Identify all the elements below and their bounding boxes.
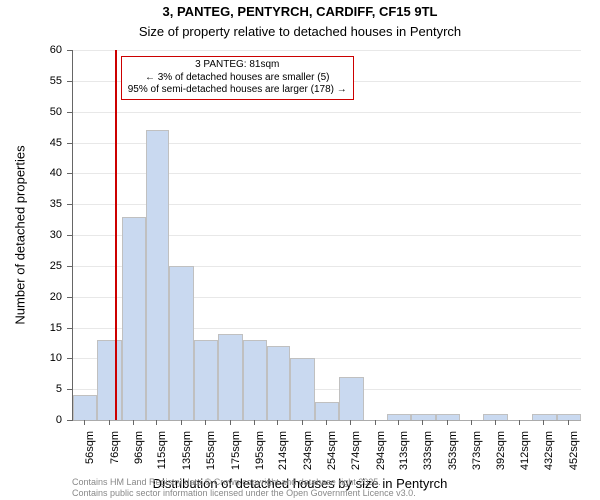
x-tick-mark xyxy=(109,420,110,425)
y-tick-label: 60 xyxy=(0,44,62,56)
y-tick-mark xyxy=(67,50,72,51)
y-tick-label: 0 xyxy=(0,414,62,426)
x-tick-label: 254sqm xyxy=(326,431,338,481)
y-tick-mark xyxy=(67,328,72,329)
x-tick-label: 195sqm xyxy=(254,431,266,481)
y-tick-mark xyxy=(67,81,72,82)
histogram-bar xyxy=(169,266,193,420)
x-tick-label: 76sqm xyxy=(109,431,121,481)
y-tick-mark xyxy=(67,143,72,144)
footer-line: Contains public sector information licen… xyxy=(72,488,416,498)
x-tick-mark xyxy=(84,420,85,425)
x-tick-mark xyxy=(471,420,472,425)
y-tick-label: 15 xyxy=(0,322,62,334)
x-tick-mark xyxy=(277,420,278,425)
x-tick-label: 452sqm xyxy=(568,431,580,481)
x-tick-label: 214sqm xyxy=(277,431,289,481)
x-tick-label: 412sqm xyxy=(519,431,531,481)
chart-title: 3, PANTEG, PENTYRCH, CARDIFF, CF15 9TL xyxy=(0,4,600,19)
x-tick-label: 56sqm xyxy=(84,431,96,481)
x-tick-label: 333sqm xyxy=(422,431,434,481)
y-tick-mark xyxy=(67,204,72,205)
y-tick-label: 40 xyxy=(0,167,62,179)
histogram-bar xyxy=(267,346,290,420)
annotation-box: 3 PANTEG: 81sqm ← 3% of detached houses … xyxy=(121,56,354,100)
annotation-line: 3 PANTEG: 81sqm xyxy=(128,59,347,72)
x-tick-mark xyxy=(133,420,134,425)
x-tick-mark xyxy=(398,420,399,425)
y-tick-label: 30 xyxy=(0,229,62,241)
x-tick-mark xyxy=(326,420,327,425)
x-tick-mark xyxy=(254,420,255,425)
x-tick-mark xyxy=(375,420,376,425)
x-tick-mark xyxy=(422,420,423,425)
y-tick-label: 10 xyxy=(0,352,62,364)
y-tick-label: 25 xyxy=(0,260,62,272)
x-tick-mark xyxy=(495,420,496,425)
y-tick-label: 45 xyxy=(0,137,62,149)
y-tick-label: 20 xyxy=(0,291,62,303)
reference-marker xyxy=(115,50,117,420)
gridline xyxy=(73,112,581,113)
x-tick-label: 115sqm xyxy=(156,431,168,481)
y-tick-mark xyxy=(67,235,72,236)
annotation-line: 95% of semi-detached houses are larger (… xyxy=(128,84,347,97)
y-tick-mark xyxy=(67,358,72,359)
x-tick-mark xyxy=(230,420,231,425)
x-tick-label: 135sqm xyxy=(181,431,193,481)
y-tick-label: 50 xyxy=(0,106,62,118)
histogram-bar xyxy=(97,340,121,420)
plot-area xyxy=(72,50,581,421)
y-tick-label: 55 xyxy=(0,75,62,87)
x-tick-mark xyxy=(181,420,182,425)
histogram-bar xyxy=(315,402,339,421)
y-tick-mark xyxy=(67,173,72,174)
histogram-bar xyxy=(339,377,363,420)
annotation-line: ← 3% of detached houses are smaller (5) xyxy=(128,72,347,85)
y-tick-mark xyxy=(67,420,72,421)
x-tick-label: 155sqm xyxy=(205,431,217,481)
x-tick-mark xyxy=(519,420,520,425)
y-tick-mark xyxy=(67,389,72,390)
histogram-bar xyxy=(243,340,267,420)
gridline xyxy=(73,50,581,51)
y-tick-label: 35 xyxy=(0,198,62,210)
x-tick-label: 175sqm xyxy=(230,431,242,481)
chart-subtitle: Size of property relative to detached ho… xyxy=(0,24,600,39)
histogram-bar xyxy=(218,334,242,420)
histogram-bar xyxy=(194,340,218,420)
x-tick-mark xyxy=(205,420,206,425)
histogram-bar xyxy=(73,395,97,420)
y-tick-mark xyxy=(67,297,72,298)
x-tick-label: 373sqm xyxy=(471,431,483,481)
attribution-footer: Contains HM Land Registry data © Crown c… xyxy=(72,477,416,498)
x-tick-label: 294sqm xyxy=(375,431,387,481)
x-tick-mark xyxy=(543,420,544,425)
histogram-bar xyxy=(290,358,314,420)
y-tick-mark xyxy=(67,266,72,267)
x-tick-mark xyxy=(447,420,448,425)
x-tick-label: 234sqm xyxy=(302,431,314,481)
y-tick-mark xyxy=(67,112,72,113)
y-tick-label: 5 xyxy=(0,383,62,395)
x-tick-label: 432sqm xyxy=(543,431,555,481)
gridline xyxy=(73,420,581,421)
x-tick-label: 96sqm xyxy=(133,431,145,481)
x-tick-mark xyxy=(156,420,157,425)
histogram-bar xyxy=(122,217,146,421)
histogram-bar xyxy=(146,130,169,420)
x-tick-mark xyxy=(302,420,303,425)
x-tick-label: 392sqm xyxy=(495,431,507,481)
footer-line: Contains HM Land Registry data © Crown c… xyxy=(72,477,416,487)
x-tick-label: 313sqm xyxy=(398,431,410,481)
x-tick-label: 353sqm xyxy=(447,431,459,481)
x-tick-mark xyxy=(568,420,569,425)
x-tick-label: 274sqm xyxy=(350,431,362,481)
x-tick-mark xyxy=(350,420,351,425)
